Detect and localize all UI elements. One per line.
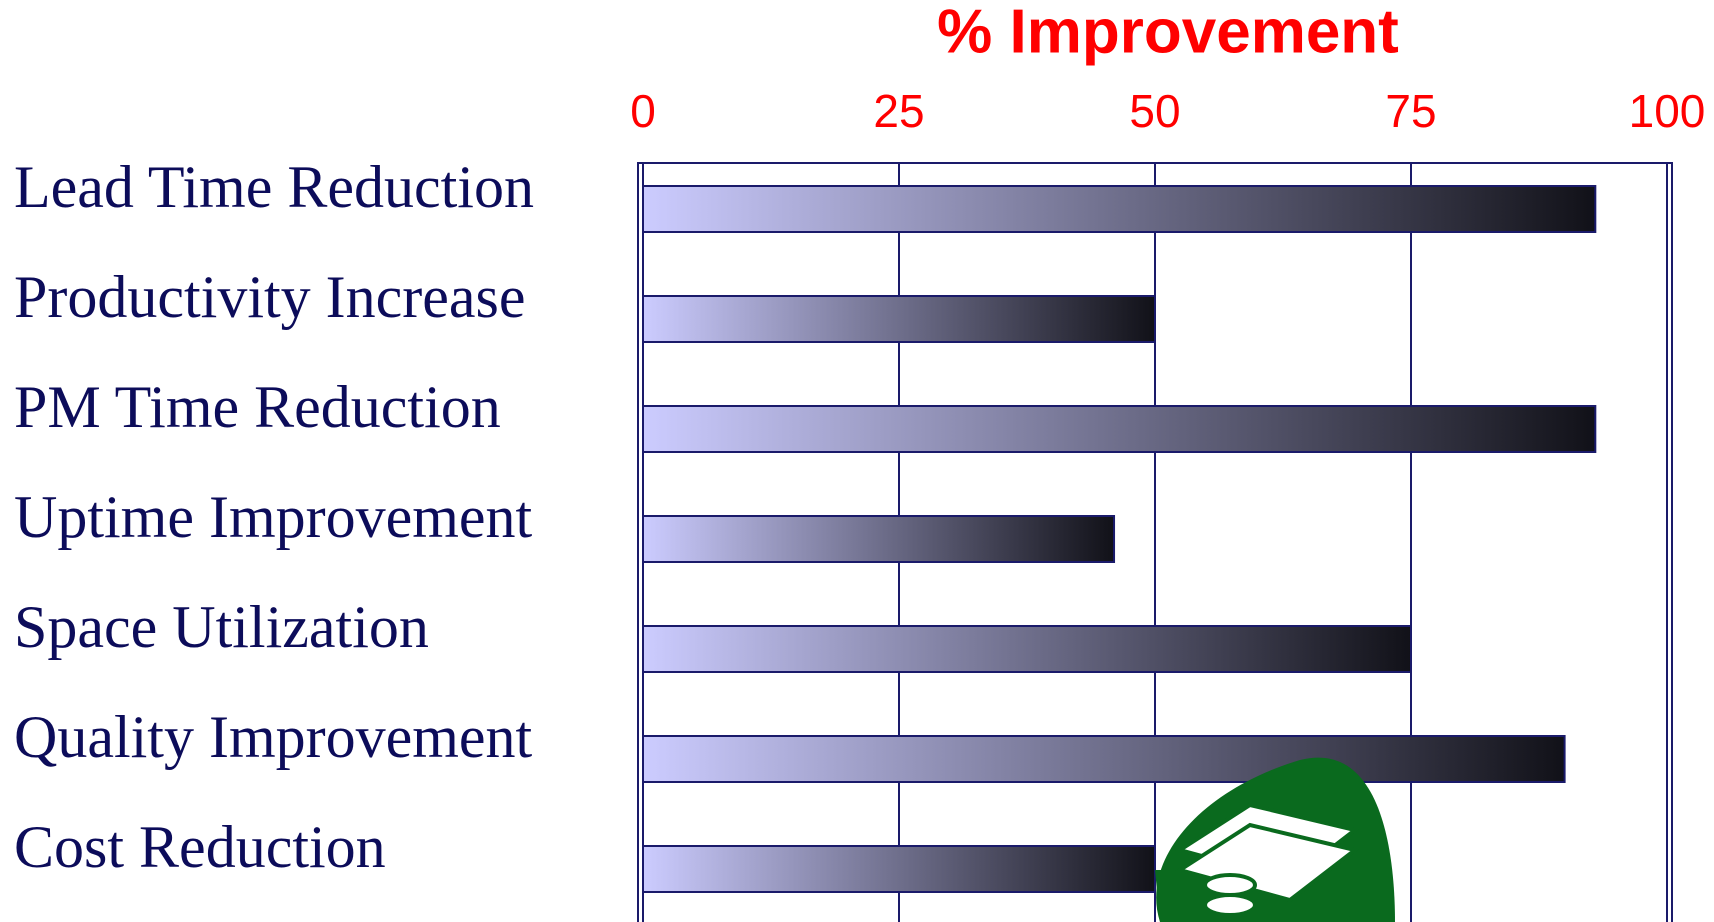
bar <box>643 406 1595 452</box>
bar <box>643 736 1565 782</box>
x-tick-label: 25 <box>873 85 924 137</box>
x-tick-label: 100 <box>1629 85 1706 137</box>
bar <box>643 296 1155 342</box>
chart: % Improvement 0 25 50 75 100 Lead Time Reduct… <box>0 0 1714 922</box>
y-tick-label: Space Utilization <box>14 594 429 660</box>
chart-title: % Improvement <box>937 0 1399 66</box>
y-tick-label: Cost Reduction <box>14 814 386 880</box>
x-tick-label: 50 <box>1129 85 1180 137</box>
bar <box>643 516 1114 562</box>
y-tick-label: Lead Time Reduction <box>14 154 534 220</box>
bar <box>643 186 1595 232</box>
y-tick-label: Uptime Improvement <box>14 484 533 550</box>
x-tick-label: 0 <box>630 85 656 137</box>
bar <box>643 626 1411 672</box>
y-tick-label: Quality Improvement <box>14 704 533 770</box>
plot-area: 0 25 50 75 100 Lead Time Reduction Productivit… <box>14 85 1705 922</box>
bar <box>643 846 1155 892</box>
y-tick-label: Productivity Increase <box>14 264 526 330</box>
x-tick-label: 75 <box>1385 85 1436 137</box>
y-tick-label: PM Time Reduction <box>14 374 501 440</box>
